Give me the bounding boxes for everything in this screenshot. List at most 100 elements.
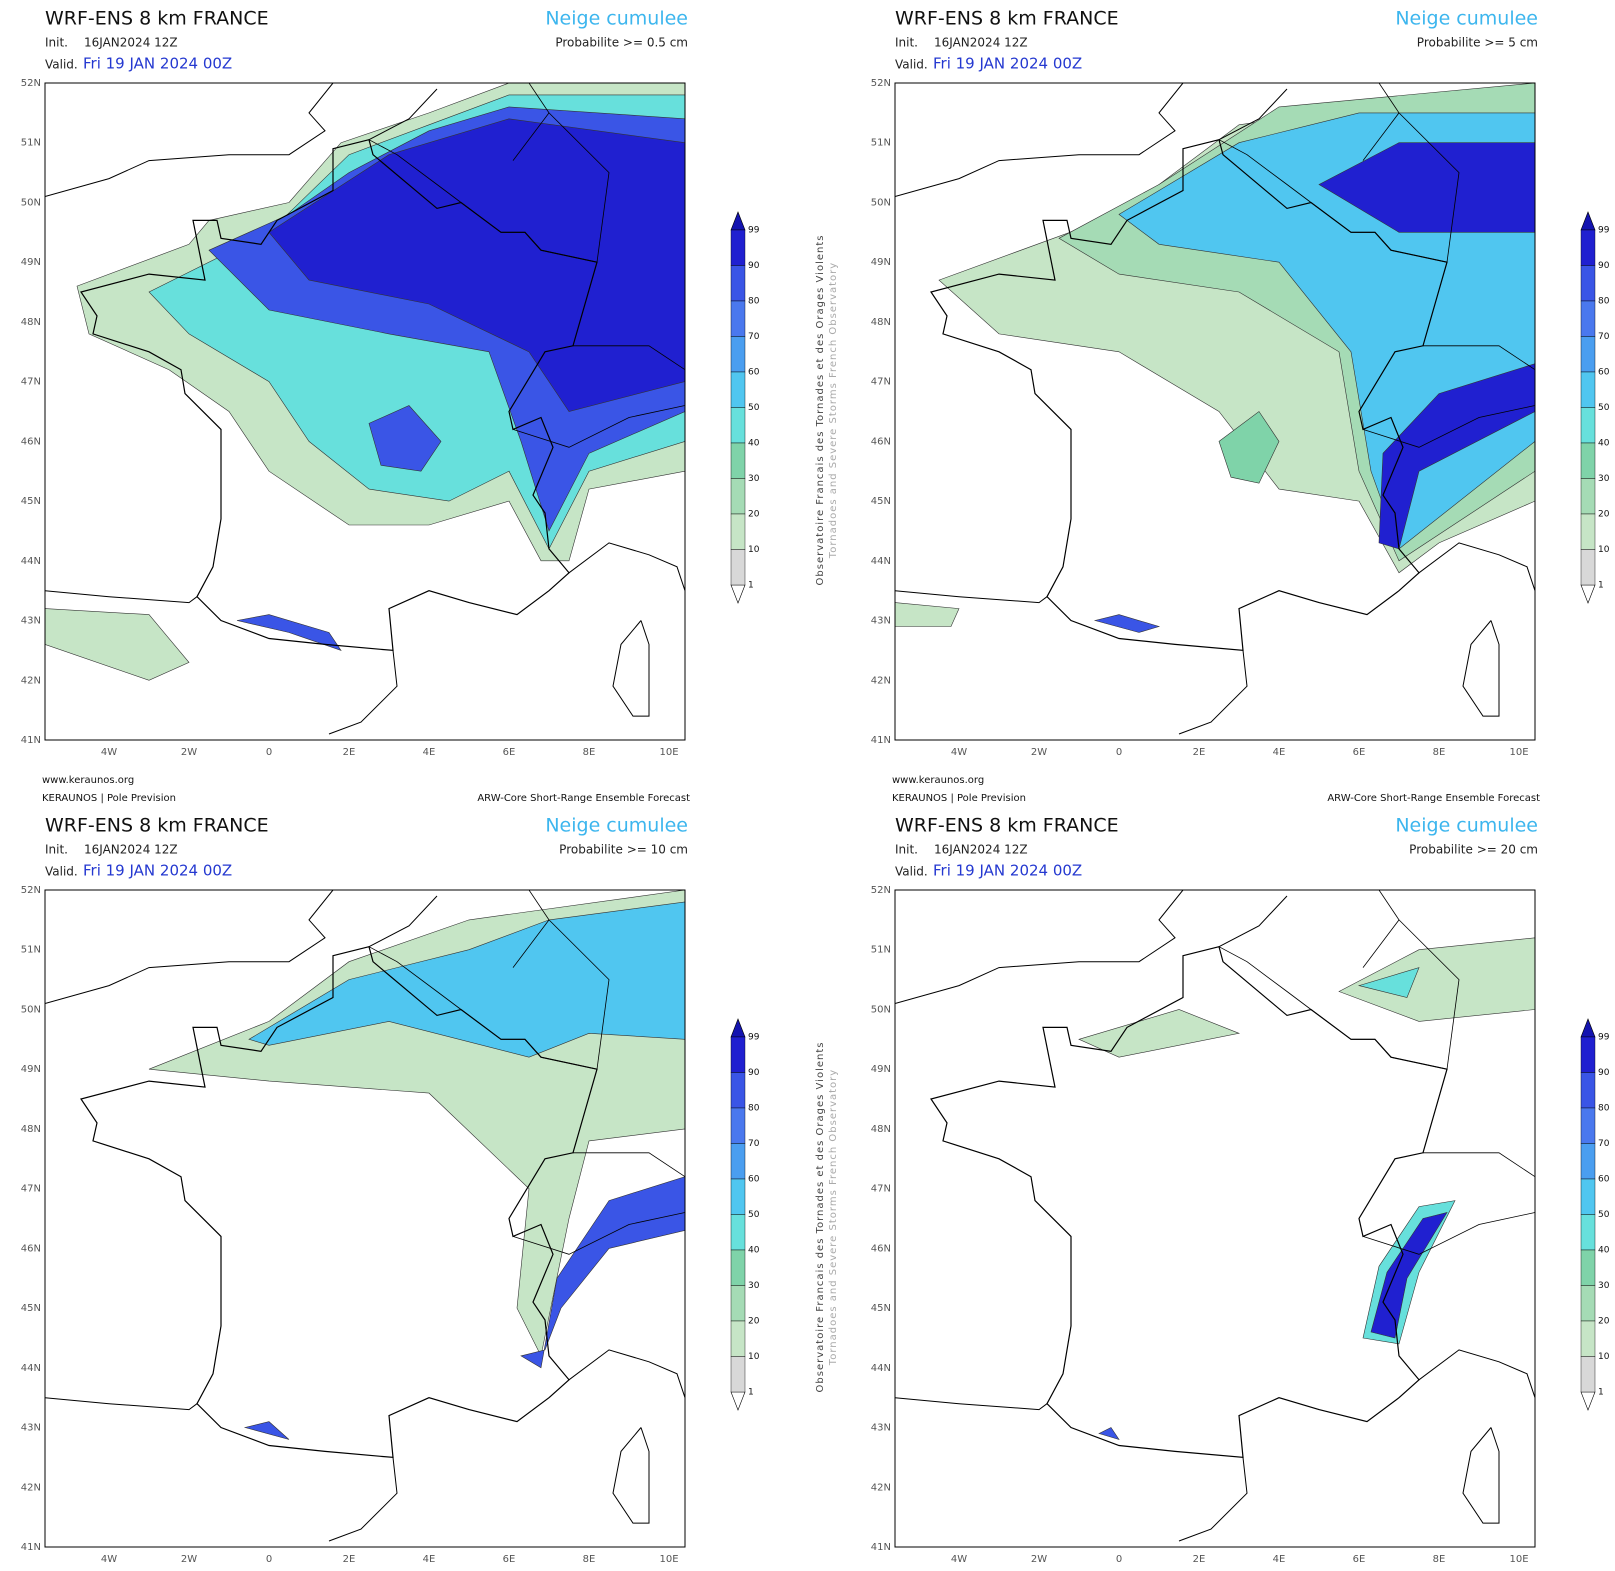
lat-label: 49N	[21, 257, 41, 268]
colorbar-tick-label: 70	[1598, 1139, 1610, 1149]
valid-label: Valid.	[895, 58, 928, 72]
lat-label: 48N	[871, 1124, 891, 1135]
lat-label: 51N	[871, 945, 891, 956]
lon-label: 4W	[951, 1554, 967, 1565]
colorbar-tick-label: 10	[748, 1352, 760, 1362]
lat-label: 50N	[871, 1004, 891, 1015]
border	[1362, 405, 1535, 448]
colorbar-tick-label: 80	[748, 1104, 760, 1114]
coastline	[1178, 650, 1248, 735]
lat-label: 52N	[871, 885, 891, 896]
colorbar-arrow-bottom	[730, 584, 746, 604]
colorbar-tick-label: 30	[748, 474, 760, 484]
init-label: Init.	[895, 843, 918, 857]
colorbar-segment	[730, 1214, 746, 1251]
colorbar-segment	[1580, 478, 1596, 515]
side-credit-en: Tornadoes and Severe Storms French Obser…	[828, 262, 839, 559]
lat-label: 43N	[21, 616, 41, 627]
colorbar-tick-label: 70	[1598, 332, 1610, 342]
snow-probability-area	[1093, 614, 1161, 633]
colorbar-segment	[1580, 1178, 1596, 1215]
map-frame	[44, 889, 686, 1548]
snow-probability-area	[1378, 363, 1535, 550]
model-name: ARW-Core Short-Range Ensemble Forecast	[477, 793, 690, 804]
lon-label: 8E	[583, 747, 596, 758]
colorbar-tick-label: 30	[748, 1281, 760, 1291]
valid-time: Fri 19 JAN 2024 00Z	[83, 55, 232, 73]
colorbar-tick-label: 50	[748, 403, 760, 413]
colorbar-segment	[1580, 513, 1596, 550]
colorbar-segment	[1580, 1143, 1596, 1180]
colorbar-tick-label: 60	[1598, 368, 1610, 378]
france-outline	[930, 945, 1448, 1459]
colorbar-segment	[1580, 1285, 1596, 1322]
map-frame	[44, 82, 686, 741]
valid-time: Fri 19 JAN 2024 00Z	[933, 862, 1082, 880]
snow-probability-area	[1078, 1009, 1241, 1058]
field-name: Neige cumulee	[545, 815, 688, 837]
lon-label: 10E	[659, 747, 678, 758]
colorbar-tick-label: 99	[1598, 1033, 1610, 1043]
snow-probability-area	[45, 608, 190, 681]
valid-label: Valid.	[895, 865, 928, 879]
colorbar-segment	[730, 265, 746, 302]
border	[1362, 1212, 1535, 1255]
colorbar-tick-label: 20	[748, 510, 760, 520]
lon-label: 4W	[951, 747, 967, 758]
field-name: Neige cumulee	[1395, 815, 1538, 837]
coastline	[568, 1349, 685, 1398]
snow-probability-area	[1338, 937, 1535, 1022]
snow-probability-area	[1098, 1427, 1120, 1441]
colorbar-segment	[730, 1143, 746, 1180]
colorbar-tick-label: 90	[1598, 1068, 1610, 1078]
lon-label: 4E	[1273, 1554, 1286, 1565]
lat-label: 50N	[21, 197, 41, 208]
lat-label: 48N	[871, 317, 891, 328]
colorbar-tick-label: 60	[748, 1175, 760, 1185]
colorbar-tick-label: 99	[748, 1033, 760, 1043]
colorbar-tick-label: 40	[1598, 439, 1610, 449]
panel: WRF-ENS 8 km FRANCE Init. 16JAN2024 12Z Val…	[871, 815, 1610, 1566]
colorbar-segment	[1580, 336, 1596, 373]
colorbar-arrow-bottom	[1580, 584, 1596, 604]
colorbar-segment	[730, 229, 746, 266]
lat-label: 46N	[21, 436, 41, 447]
lat-label: 51N	[21, 138, 41, 149]
colorbar-segment	[1580, 229, 1596, 266]
lon-label: 4E	[423, 1554, 436, 1565]
side-credit: Observatoire Francais des Tornades et de…	[815, 235, 839, 586]
lat-label: 49N	[871, 1064, 891, 1075]
coastline	[1218, 88, 1288, 141]
model-name: ARW-Core Short-Range Ensemble Forecast	[1327, 793, 1540, 804]
lon-label: 0	[266, 747, 272, 758]
colorbar-segment	[730, 1320, 746, 1357]
coastline	[328, 1457, 398, 1542]
valid-label: Valid.	[45, 865, 78, 879]
snow-probability-area	[268, 118, 685, 412]
colorbar-arrow-top	[730, 211, 746, 231]
lon-label: 2E	[1193, 747, 1206, 758]
field-name: Neige cumulee	[545, 8, 688, 30]
lat-label: 41N	[871, 1542, 891, 1553]
lat-label: 50N	[21, 1004, 41, 1015]
border	[368, 139, 598, 263]
colorbar-tick-label: 10	[1598, 1352, 1610, 1362]
colorbar-tick-label: 80	[1598, 1104, 1610, 1114]
colorbar-tick-label: 40	[1598, 1246, 1610, 1256]
coastline	[895, 590, 1048, 604]
lon-label: 2W	[1031, 1554, 1047, 1565]
coastline	[895, 83, 1184, 197]
colorbar-tick-label: 10	[748, 545, 760, 555]
lat-label: 51N	[21, 945, 41, 956]
lon-label: 6E	[1353, 747, 1366, 758]
snow-probability-area	[368, 405, 442, 472]
map	[45, 83, 685, 740]
lat-label: 46N	[871, 436, 891, 447]
colorbar-tick-label: 20	[1598, 510, 1610, 520]
lon-label: 6E	[503, 1554, 516, 1565]
colorbar-segment	[730, 1178, 746, 1215]
colorbar-tick-label: 60	[1598, 1175, 1610, 1185]
colorbar-segment	[730, 513, 746, 550]
init-label: Init.	[895, 36, 918, 50]
